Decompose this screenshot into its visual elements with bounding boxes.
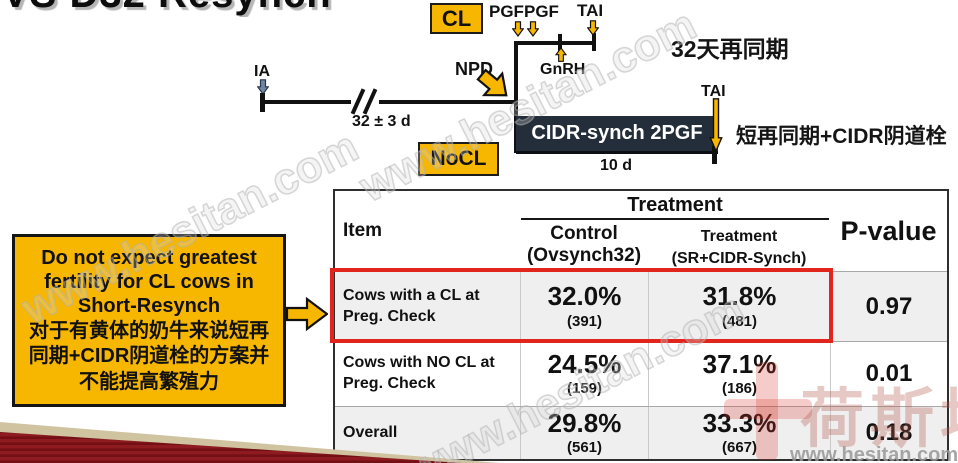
row-item-label: Overall	[343, 423, 398, 441]
header-control: Control (Ovsynch32)	[520, 223, 648, 268]
row-treatment-cell: 33.3% (667)	[648, 407, 830, 459]
timeline-main	[262, 100, 516, 104]
control-count: (391)	[566, 312, 603, 330]
slide-title-clip: VS D32 Resynch	[2, 0, 362, 17]
timeline-cl-branch	[514, 41, 596, 45]
pgf-arrow-1-icon	[511, 21, 525, 42]
table-row: Cows with NO CL at Preg. Check 24.5% (15…	[335, 341, 947, 406]
treatment-percent: 31.8%	[702, 281, 777, 312]
nocl-end-tick	[712, 146, 717, 164]
branch-riser	[514, 43, 518, 153]
corner-wedge-decoration	[0, 422, 500, 463]
header-treatment: Treatment (SR+CIDR-Synch)	[648, 226, 830, 269]
row-treatment-cell: 31.8% (481)	[648, 272, 830, 341]
header-treatment-spanner: Treatment	[627, 194, 723, 216]
pgf-label-1: PGF	[489, 2, 524, 21]
cidr-synch-bar: CIDR-synch 2PGF	[516, 116, 718, 154]
ia-label: IA	[254, 63, 270, 80]
row-pvalue: 0.01	[830, 342, 947, 406]
tai-top-label: TAI	[577, 1, 604, 20]
cl-box: CL	[430, 3, 483, 34]
row-control-cell: 32.0% (391)	[520, 272, 648, 341]
table-row: Cows with a CL at Preg. Check 32.0% (391…	[335, 271, 947, 341]
control-count: (159)	[566, 380, 603, 398]
cn-short-resynch-label: 短再同期+CIDR阴道栓	[736, 125, 947, 148]
treatment-count: (186)	[721, 380, 758, 398]
cn-resynch-label: 32天再同期	[671, 36, 789, 62]
gnrh-arrow-icon	[554, 46, 568, 67]
interval-label: 32 ± 3 d	[352, 113, 411, 130]
tai-right-label: TAI	[701, 83, 726, 100]
control-percent: 29.8%	[547, 407, 622, 438]
control-percent: 24.5%	[547, 348, 622, 379]
callout-box: Do not expect greatest fertility for CL …	[12, 234, 286, 407]
treatment-percent: 33.3%	[702, 407, 777, 438]
gnrh-label: GnRH	[540, 61, 586, 78]
tai-top-arrow-icon	[586, 20, 600, 41]
slide-title: VS D32 Resynch	[2, 0, 362, 17]
nocl-box: NoCL	[418, 142, 499, 176]
control-percent: 32.0%	[547, 281, 622, 312]
table-row: Overall 29.8% (561) 33.3% (667) 0.18	[335, 406, 947, 459]
row-item-label: Cows with a CL at Preg. Check	[343, 286, 480, 325]
header-control-line2: (Ovsynch32)	[526, 245, 642, 267]
timeline-break-gap	[351, 96, 379, 107]
callout-arrow-icon	[285, 296, 329, 336]
treatment-count: (481)	[721, 312, 758, 330]
ia-arrow-icon	[256, 79, 270, 100]
results-table: Item Treatment Control (Ovsynch32) Treat…	[333, 189, 949, 461]
control-count: (561)	[566, 439, 603, 457]
row-control-cell: 29.8% (561)	[520, 407, 648, 459]
duration-label: 10 d	[600, 157, 633, 174]
header-treatment-line2: (SR+CIDR-Synch)	[671, 249, 807, 267]
tai-right-arrow-icon	[709, 98, 723, 157]
header-treatment-line1: Treatment	[700, 228, 778, 245]
treatment-percent: 37.1%	[702, 348, 777, 379]
header-control-line1: Control	[550, 223, 618, 244]
row-item-label: Cows with NO CL at Preg. Check	[343, 354, 495, 392]
npd-arrow-icon	[474, 66, 514, 109]
row-control-cell: 24.5% (159)	[520, 342, 648, 406]
pgf-label-2: PGF	[524, 2, 559, 21]
header-pvalue: P-value	[840, 215, 937, 246]
callout-text-cn: 对于有黄体的奶牛来说短再同期+CIDR阴道栓的方案并不能提高繁殖力	[28, 319, 270, 393]
treatment-count: (667)	[721, 439, 758, 457]
gnrh-tick	[558, 34, 562, 51]
cl-branch-end-tick	[592, 33, 596, 51]
header-item: Item	[343, 220, 383, 241]
row-pvalue: 0.97	[830, 272, 947, 341]
row-pvalue: 0.18	[830, 407, 947, 459]
table-header: Item Treatment Control (Ovsynch32) Treat…	[335, 191, 947, 271]
callout-text-en: Do not expect greatest fertility for CL …	[41, 246, 257, 318]
pgf-arrow-2-icon	[526, 21, 540, 42]
treatment-spanner-underline	[521, 218, 829, 220]
row-treatment-cell: 37.1% (186)	[648, 342, 830, 406]
